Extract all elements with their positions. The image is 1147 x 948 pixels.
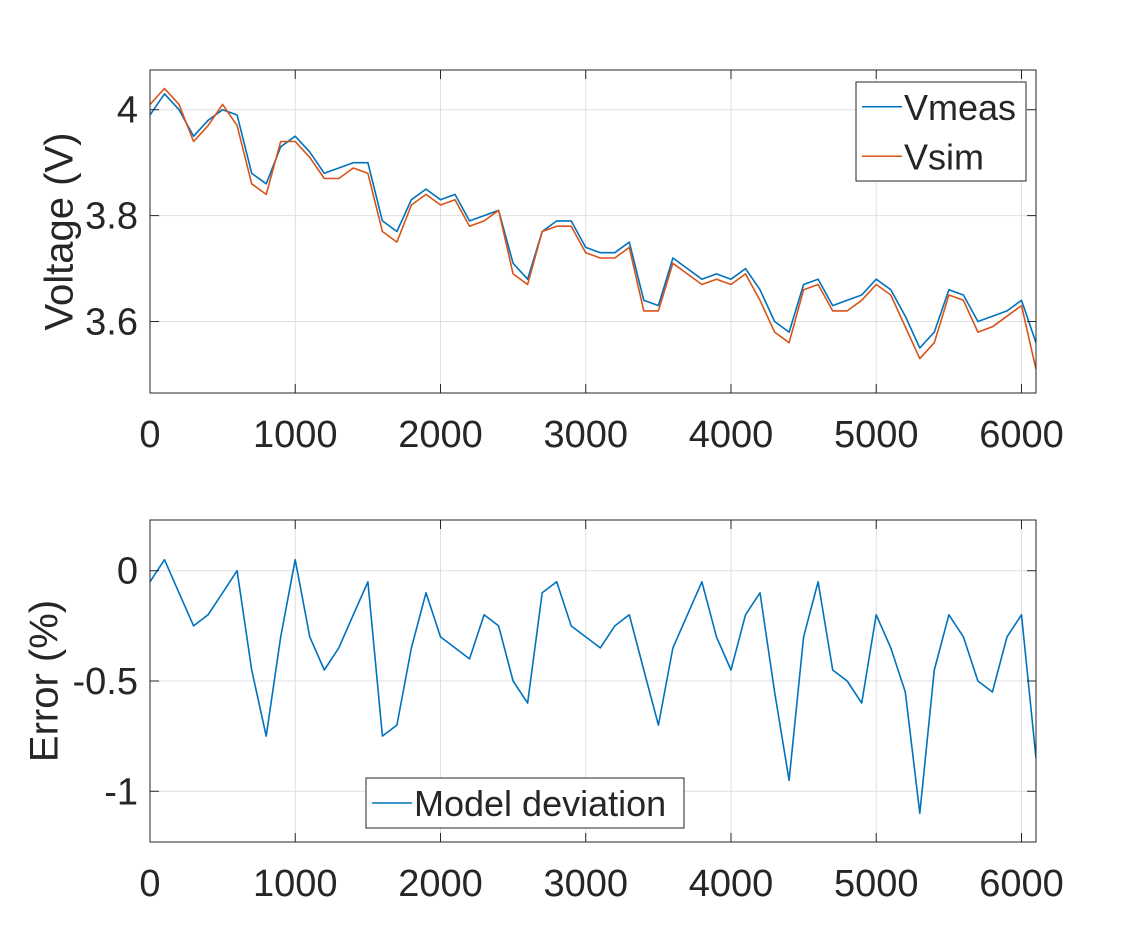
error-x-tick-label: 2000 [398, 863, 483, 905]
voltage-x-tick-label: 4000 [689, 414, 774, 456]
error-x-tick-label: 0 [139, 863, 160, 905]
error-y-tick-label: -1 [104, 771, 138, 813]
voltage-x-tick-label: 6000 [979, 414, 1064, 456]
voltage-chart: 0 1000 2000 3000 4000 5000 6000 3.6 3.8 4 Voltage… [38, 69, 1064, 456]
voltage-x-tick-label: 5000 [834, 414, 919, 456]
voltage-axes-box [149, 69, 1037, 394]
voltage-legend-box [855, 81, 1027, 182]
error-y-tick-label: 0 [117, 551, 138, 593]
voltage-legend: Vmeas Vsim [855, 81, 1027, 182]
voltage-series-layer [150, 87, 1036, 370]
error-tick-layer: 0 1000 2000 3000 4000 5000 6000 -1 -0.5 0 [73, 520, 1064, 905]
error-x-tick-label: 4000 [689, 863, 774, 905]
error-legend-label: Model deviation [414, 783, 666, 824]
error-x-tick-label: 1000 [253, 863, 338, 905]
voltage-y-axis-label: Voltage (V) [38, 133, 82, 331]
error-legend-box [365, 777, 685, 829]
voltage-series-vmeas [150, 93, 1036, 349]
error-y-axis-label: Error (%) [23, 600, 67, 762]
voltage-tick-layer: 0 1000 2000 3000 4000 5000 6000 3.6 3.8 4 [85, 70, 1064, 456]
voltage-legend-label: Vmeas [904, 87, 1016, 128]
error-legend: Model deviation [365, 777, 685, 829]
voltage-y-tick-label: 3.6 [85, 302, 138, 344]
error-x-tick-label: 5000 [834, 863, 919, 905]
voltage-series-vsim [150, 87, 1036, 370]
voltage-x-tick-label: 3000 [543, 414, 628, 456]
error-y-tick-label: -0.5 [73, 661, 138, 703]
error-x-tick-label: 3000 [543, 863, 628, 905]
voltage-x-tick-label: 2000 [398, 414, 483, 456]
error-x-tick-label: 6000 [979, 863, 1064, 905]
error-series-model-deviation [150, 558, 1036, 815]
error-series-layer [150, 558, 1036, 815]
error-chart: 0 1000 2000 3000 4000 5000 6000 -1 -0.5 0 Error (… [23, 519, 1064, 905]
voltage-legend-label: Vsim [904, 136, 984, 177]
voltage-y-tick-label: 4 [117, 90, 138, 132]
voltage-x-tick-label: 0 [139, 414, 160, 456]
voltage-x-tick-label: 1000 [253, 414, 338, 456]
voltage-y-tick-label: 3.8 [85, 196, 138, 238]
